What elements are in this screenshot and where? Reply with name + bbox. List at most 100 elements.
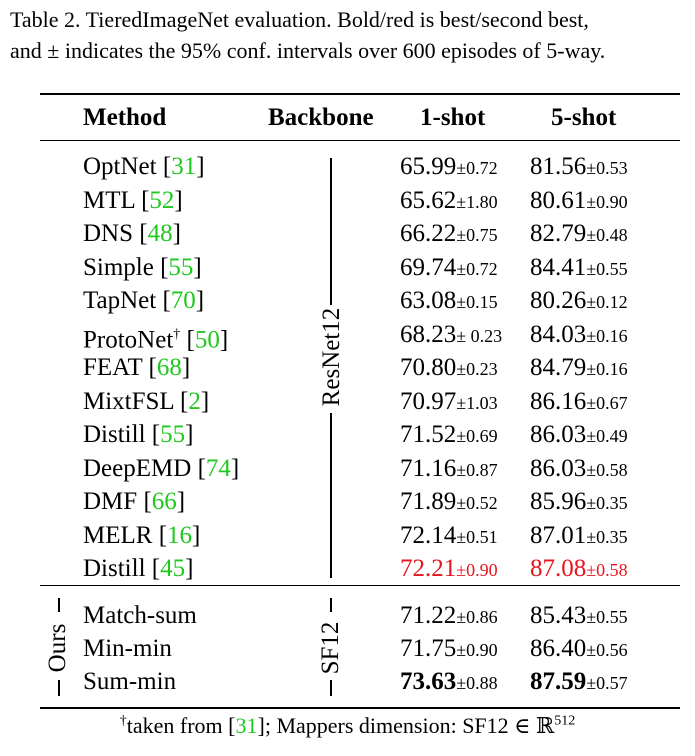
- header-1-shot: 1-shot: [420, 104, 486, 131]
- citation-link[interactable]: 16: [167, 521, 193, 549]
- score-1-shot-ci: ±0.23: [456, 359, 498, 379]
- score-5-shot: 80.26±0.12: [530, 284, 628, 319]
- score-1-shot-mean: 71.22: [400, 602, 457, 629]
- score-1-shot-mean: 72.21: [400, 555, 457, 582]
- citation-link[interactable]: 50: [194, 325, 220, 353]
- citation-link[interactable]: 74: [205, 454, 231, 482]
- score-5-shot-ci: ±0.67: [586, 392, 628, 413]
- score-1-shot: 68.23± 0.23: [400, 318, 502, 353]
- score-1-shot-ci: ±0.15: [456, 292, 498, 312]
- score-1-shot-ci: ±1.80: [456, 191, 498, 212]
- score-1-shot: 71.16±0.87: [400, 452, 498, 487]
- score-5-shot-mean: 86.03: [530, 421, 587, 448]
- method-cell: Distill [45]: [83, 555, 194, 582]
- group-label-ours: Ours: [44, 623, 71, 673]
- score-1-shot: 65.99±0.72: [400, 150, 498, 185]
- score-1-shot: 70.80±0.23: [400, 351, 498, 386]
- sf-bracket-top: [330, 598, 332, 612]
- score-5-shot: 87.01±0.35: [530, 519, 628, 554]
- score-5-shot-mean: 81.56: [530, 153, 587, 180]
- score-5-shot-mean: 85.96: [530, 488, 587, 515]
- citation-link[interactable]: 31: [171, 153, 197, 180]
- method-name: Min-min: [83, 635, 172, 662]
- score-1-shot: 71.75±0.90: [400, 632, 498, 667]
- score-1-shot-mean: 65.62: [400, 186, 457, 214]
- score-1-shot-ci: ±0.88: [456, 673, 498, 693]
- method-name: DeepEMD: [83, 454, 192, 482]
- method-cell: ProtoNet† [50]: [83, 325, 229, 353]
- score-1-shot-ci: ±0.87: [456, 459, 498, 480]
- method-cell: MixtFSL [2]: [83, 387, 210, 415]
- method-cell: Min-min: [83, 632, 172, 665]
- citation-link[interactable]: 52: [149, 186, 175, 214]
- method-dagger: †: [173, 326, 181, 342]
- method-name: TapNet: [83, 287, 157, 314]
- score-5-shot-ci: ±0.16: [586, 359, 628, 379]
- score-1-shot-mean: 71.75: [400, 635, 457, 662]
- score-1-shot-mean: 72.14: [400, 521, 457, 549]
- score-5-shot: 86.40±0.56: [530, 632, 628, 667]
- method-name: ProtoNet: [83, 325, 174, 353]
- citation-link[interactable]: 68: [156, 354, 182, 381]
- header-backbone: Backbone: [268, 104, 374, 131]
- score-1-shot-ci: ±0.51: [456, 526, 498, 547]
- group-rule: [40, 585, 680, 587]
- score-5-shot: 87.08±0.58: [530, 552, 628, 587]
- score-1-shot: 70.97±1.03: [400, 385, 498, 420]
- score-5-shot: 80.61±0.90: [530, 184, 628, 219]
- score-5-shot-ci: ±0.49: [586, 426, 628, 446]
- method-cell: MTL [52]: [83, 186, 183, 214]
- method-name: Simple: [83, 253, 154, 281]
- footnote-dagger: †: [119, 713, 127, 729]
- score-1-shot-ci: ±0.90: [456, 560, 498, 580]
- score-5-shot-mean: 87.08: [530, 555, 587, 582]
- citation-link[interactable]: 2: [188, 387, 201, 415]
- score-5-shot: 85.96±0.35: [530, 485, 628, 520]
- score-5-shot-ci: ±0.90: [586, 191, 628, 212]
- method-cell: Distill [55]: [83, 421, 194, 448]
- table-caption: Table 2. TieredImageNet evaluation. Bold…: [10, 4, 690, 66]
- score-5-shot-mean: 80.61: [530, 186, 587, 214]
- citation-link[interactable]: 66: [151, 488, 177, 515]
- footnote-text-2: ]; Mappers dimension: SF12 ∈ ℝ: [257, 713, 555, 738]
- score-5-shot-ci: ±0.53: [586, 158, 628, 178]
- method-name: OptNet: [83, 153, 157, 180]
- score-1-shot-mean: 71.52: [400, 421, 457, 448]
- score-5-shot: 86.03±0.58: [530, 452, 628, 487]
- score-5-shot-ci: ±0.16: [586, 325, 628, 346]
- footnote-text-1: taken from [: [126, 713, 236, 738]
- method-name: Distill: [83, 555, 146, 582]
- resnet-bracket-bottom: [330, 413, 332, 578]
- method-cell: DMF [66]: [83, 488, 186, 515]
- score-5-shot-mean: 87.01: [530, 521, 587, 549]
- score-1-shot: 69.74±0.72: [400, 251, 498, 286]
- citation-link[interactable]: 55: [168, 253, 194, 281]
- header-5-shot: 5-shot: [551, 104, 617, 131]
- score-1-shot-mean: 71.16: [400, 454, 457, 482]
- score-1-shot: 63.08±0.15: [400, 284, 498, 319]
- footnote-reference[interactable]: 31: [235, 713, 258, 738]
- score-1-shot-mean: 69.74: [400, 253, 457, 281]
- score-5-shot: 86.03±0.49: [530, 418, 628, 453]
- score-1-shot-ci: ±0.72: [456, 158, 498, 178]
- citation-link[interactable]: 45: [160, 555, 186, 582]
- citation-link[interactable]: 70: [170, 287, 196, 314]
- score-5-shot-mean: 86.40: [530, 635, 587, 662]
- citation-link[interactable]: 55: [160, 421, 186, 448]
- score-1-shot-ci: ±0.90: [456, 640, 498, 660]
- score-5-shot-ci: ±0.58: [586, 560, 628, 580]
- score-1-shot: 71.52±0.69: [400, 418, 498, 453]
- table-footnote: †taken from [31]; Mappers dimension: SF1…: [0, 713, 695, 739]
- score-1-shot-mean: 66.22: [400, 220, 457, 247]
- score-5-shot: 84.79±0.16: [530, 351, 628, 386]
- score-1-shot-ci: ±1.03: [456, 392, 498, 413]
- score-1-shot-mean: 73.63: [400, 668, 457, 695]
- score-5-shot: 86.16±0.67: [530, 385, 628, 420]
- citation-link[interactable]: 48: [147, 220, 173, 247]
- score-1-shot-ci: ±0.52: [456, 493, 498, 513]
- score-1-shot: 71.89±0.52: [400, 485, 498, 520]
- resnet-bracket-top: [330, 158, 332, 305]
- backbone-label-sf12: SF12: [317, 621, 344, 675]
- score-5-shot-ci: ±0.57: [586, 673, 628, 693]
- score-1-shot: 72.21±0.90: [400, 552, 498, 587]
